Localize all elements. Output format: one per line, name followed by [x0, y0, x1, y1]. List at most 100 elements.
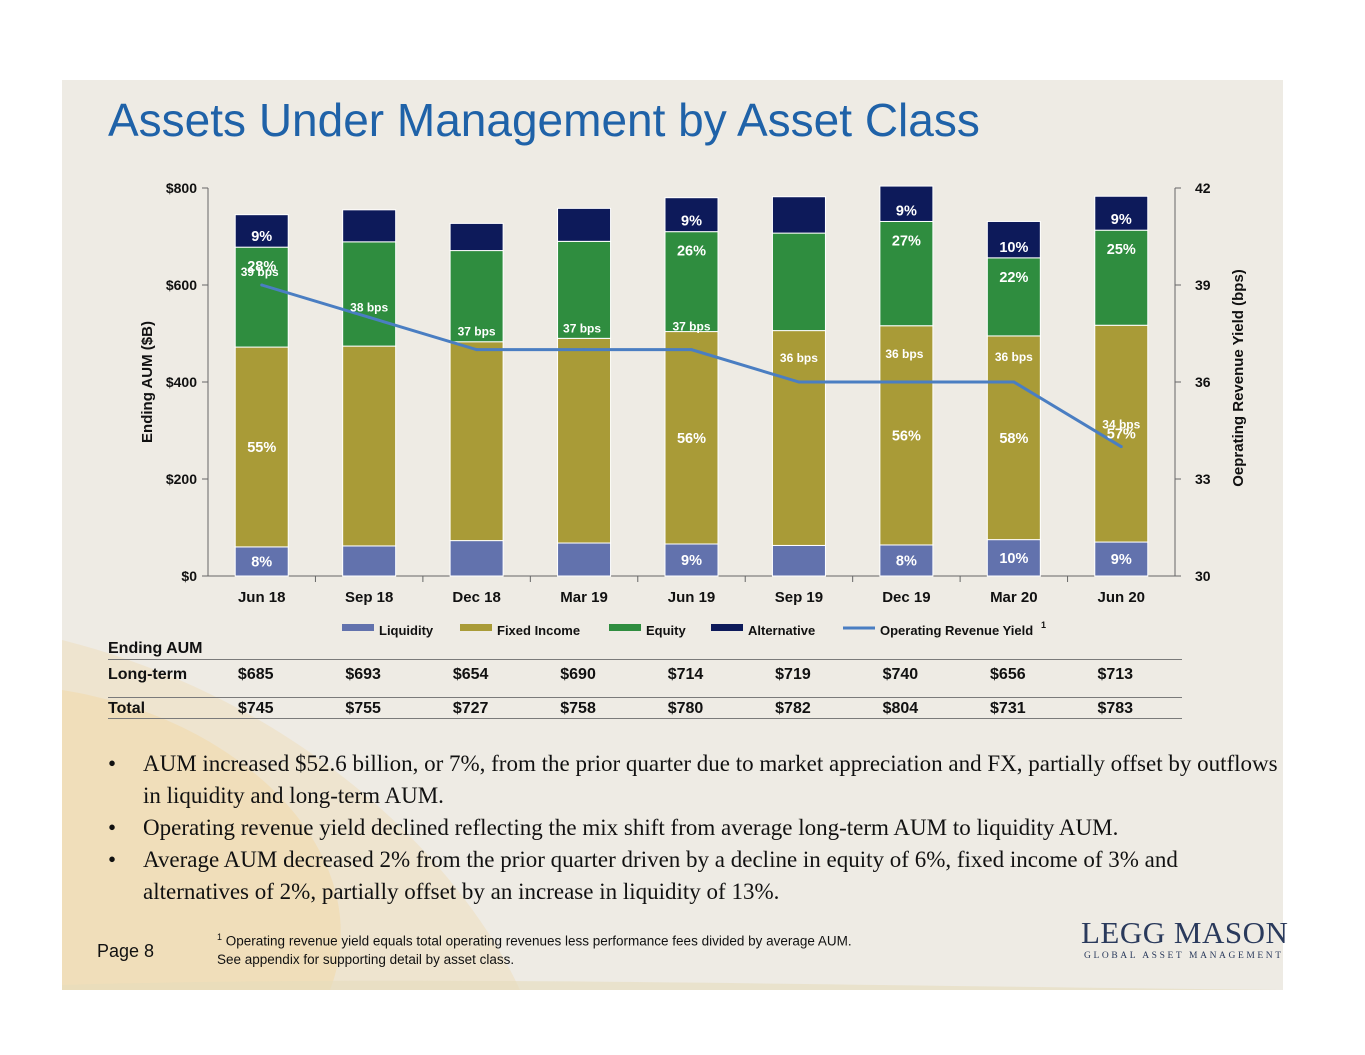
x-tick-label: Jun 18	[238, 589, 286, 606]
legend-swatch	[460, 624, 492, 631]
bar-segment	[986, 257, 1041, 337]
bar-segment	[449, 250, 504, 343]
data-label: 26%	[677, 244, 706, 260]
yield-label: 36 bps	[780, 351, 818, 365]
table-cell: $690	[560, 666, 596, 683]
table-cell: $727	[452, 700, 489, 717]
y2-tick-label: 36	[1195, 374, 1211, 390]
data-label: 22%	[999, 270, 1028, 286]
bar-segment	[986, 220, 1041, 259]
data-label: 8%	[896, 553, 917, 569]
x-tick-label: Jun 19	[668, 589, 716, 606]
bar-segment	[879, 185, 934, 222]
yield-label: 36 bps	[995, 350, 1033, 364]
bar-segment	[342, 209, 397, 243]
data-label: 10%	[999, 551, 1028, 567]
bar-segment	[557, 542, 612, 577]
table-header: Ending AUM	[108, 640, 203, 657]
bar-segment	[234, 346, 289, 548]
yield-label: 36 bps	[885, 347, 923, 361]
data-label: 58%	[999, 431, 1028, 447]
x-tick-label: Mar 20	[990, 589, 1038, 606]
bullet-item: • AUM increased $52.6 billion, or 7%, fr…	[108, 748, 1278, 812]
table-cell: $685	[237, 666, 274, 683]
bullet-dot: •	[108, 815, 117, 840]
legend-label: Operating Revenue Yield	[880, 623, 1033, 638]
yield-point	[797, 380, 801, 384]
table-cell: $755	[345, 700, 381, 717]
yield-label: 34 bps	[1102, 418, 1140, 432]
bar-segment	[771, 196, 826, 234]
table-cell: $713	[1097, 666, 1134, 683]
yield-point	[690, 348, 693, 352]
bullet-text: Average AUM decreased 2% from the prior …	[143, 847, 1178, 904]
data-label: 9%	[1111, 552, 1132, 568]
bullet-text: Operating revenue yield declined reflect…	[143, 815, 1119, 840]
x-tick-label: Dec 19	[882, 589, 930, 606]
x-tick-label: Dec 18	[452, 589, 500, 606]
yield-label: 37 bps	[563, 322, 601, 336]
x-tick-label: Sep 19	[775, 589, 823, 606]
footnote-line: See appendix for supporting detail by as…	[217, 951, 515, 967]
y-tick-label: $400	[166, 374, 197, 390]
yield-point	[1119, 445, 1123, 449]
data-label: 9%	[896, 203, 917, 219]
data-label: 25%	[1107, 242, 1136, 258]
bar-segment	[771, 544, 826, 577]
page-title: Assets Under Management by Asset Class	[108, 94, 980, 146]
legend-swatch	[342, 624, 374, 631]
legend-superscript: 1	[1041, 620, 1046, 630]
bar-segment	[557, 240, 612, 339]
yield-point	[260, 283, 264, 287]
table-cell: $731	[990, 700, 1026, 717]
y-tick-label: $0	[181, 568, 197, 584]
legend-swatch	[609, 624, 641, 631]
data-label: 9%	[681, 553, 702, 569]
data-label: 56%	[677, 431, 706, 447]
y-axis-title: Ending AUM ($B)	[139, 321, 156, 443]
table-cell: $783	[1097, 700, 1134, 717]
footnote-marker: 1	[217, 932, 223, 942]
bar-segment	[557, 207, 612, 242]
table-row-label: Long-term	[108, 666, 188, 683]
legend-label: Fixed Income	[497, 623, 580, 638]
data-label: 9%	[1111, 212, 1132, 228]
legend-swatch	[711, 624, 743, 631]
y2-axis-title: Oeprating Revenue Yield (bps)	[1230, 269, 1247, 487]
logo-tagline: GLOBAL ASSET MANAGEMENT	[1084, 951, 1284, 961]
yield-point	[582, 348, 586, 352]
bar-segment	[1094, 195, 1149, 231]
y2-tick-label: 39	[1195, 277, 1211, 293]
data-label: 9%	[251, 229, 272, 245]
page-number: Page 8	[97, 941, 155, 961]
data-label: 27%	[892, 233, 921, 249]
y-tick-label: $200	[166, 471, 197, 487]
footnote: 1 Operating revenue yield equals total o…	[217, 928, 852, 969]
table-cell: $693	[345, 666, 381, 683]
bar-segment	[986, 539, 1041, 577]
bullet-dot: •	[108, 847, 117, 872]
data-label: 55%	[247, 440, 276, 456]
yield-point	[475, 348, 479, 352]
bar-segment	[771, 232, 826, 332]
table-cell: $758	[560, 700, 596, 717]
table-cell: $804	[882, 700, 919, 717]
y-tick-label: $600	[166, 277, 197, 293]
legend-label: Equity	[646, 623, 686, 638]
legend-label: Alternative	[748, 623, 815, 638]
data-label: 10%	[999, 240, 1028, 256]
data-label: 9%	[681, 214, 702, 230]
bar-segment	[234, 546, 289, 577]
table-cell: $656	[990, 666, 1026, 683]
data-label: 57%	[1107, 427, 1136, 443]
y-tick-label: $800	[166, 180, 197, 196]
table-rule	[108, 659, 1182, 660]
x-tick-label: Jun 20	[1098, 589, 1146, 606]
yield-point	[1012, 380, 1016, 384]
yield-point	[367, 315, 371, 319]
bar-segment	[234, 246, 289, 348]
table-cell: $782	[775, 700, 811, 717]
bar-segment	[557, 337, 612, 544]
bar-segment	[342, 545, 397, 577]
table-cell: $745	[237, 700, 274, 717]
